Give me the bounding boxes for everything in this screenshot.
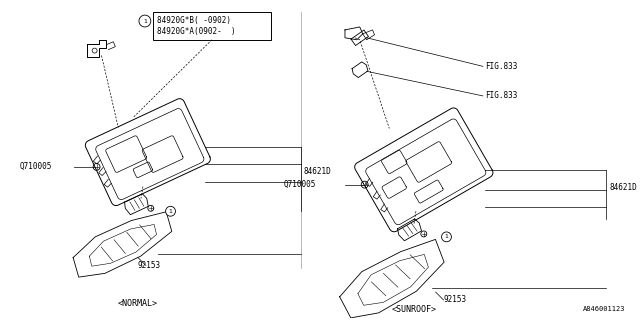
Circle shape (139, 15, 151, 27)
Text: 1: 1 (168, 209, 172, 214)
Circle shape (442, 232, 451, 242)
Text: 1: 1 (445, 234, 449, 239)
Text: 84621D: 84621D (609, 183, 637, 192)
Circle shape (166, 206, 175, 216)
Text: 92153: 92153 (138, 261, 161, 270)
Text: FIG.833: FIG.833 (485, 92, 517, 100)
Text: 1: 1 (143, 19, 147, 24)
Text: 84920G*B( -0902): 84920G*B( -0902) (157, 16, 230, 25)
Text: Q710005: Q710005 (20, 162, 52, 172)
Text: 92153: 92153 (444, 295, 467, 304)
Text: <SUNROOF>: <SUNROOF> (392, 305, 436, 314)
Text: 84920G*A(0902-  ): 84920G*A(0902- ) (157, 28, 236, 36)
Bar (153, 12, 271, 40)
Text: A846001123: A846001123 (584, 306, 626, 312)
Text: 84621D: 84621D (303, 167, 332, 176)
Text: <NORMAL>: <NORMAL> (118, 299, 158, 308)
Text: FIG.833: FIG.833 (485, 62, 517, 71)
Text: Q710005: Q710005 (284, 180, 316, 189)
